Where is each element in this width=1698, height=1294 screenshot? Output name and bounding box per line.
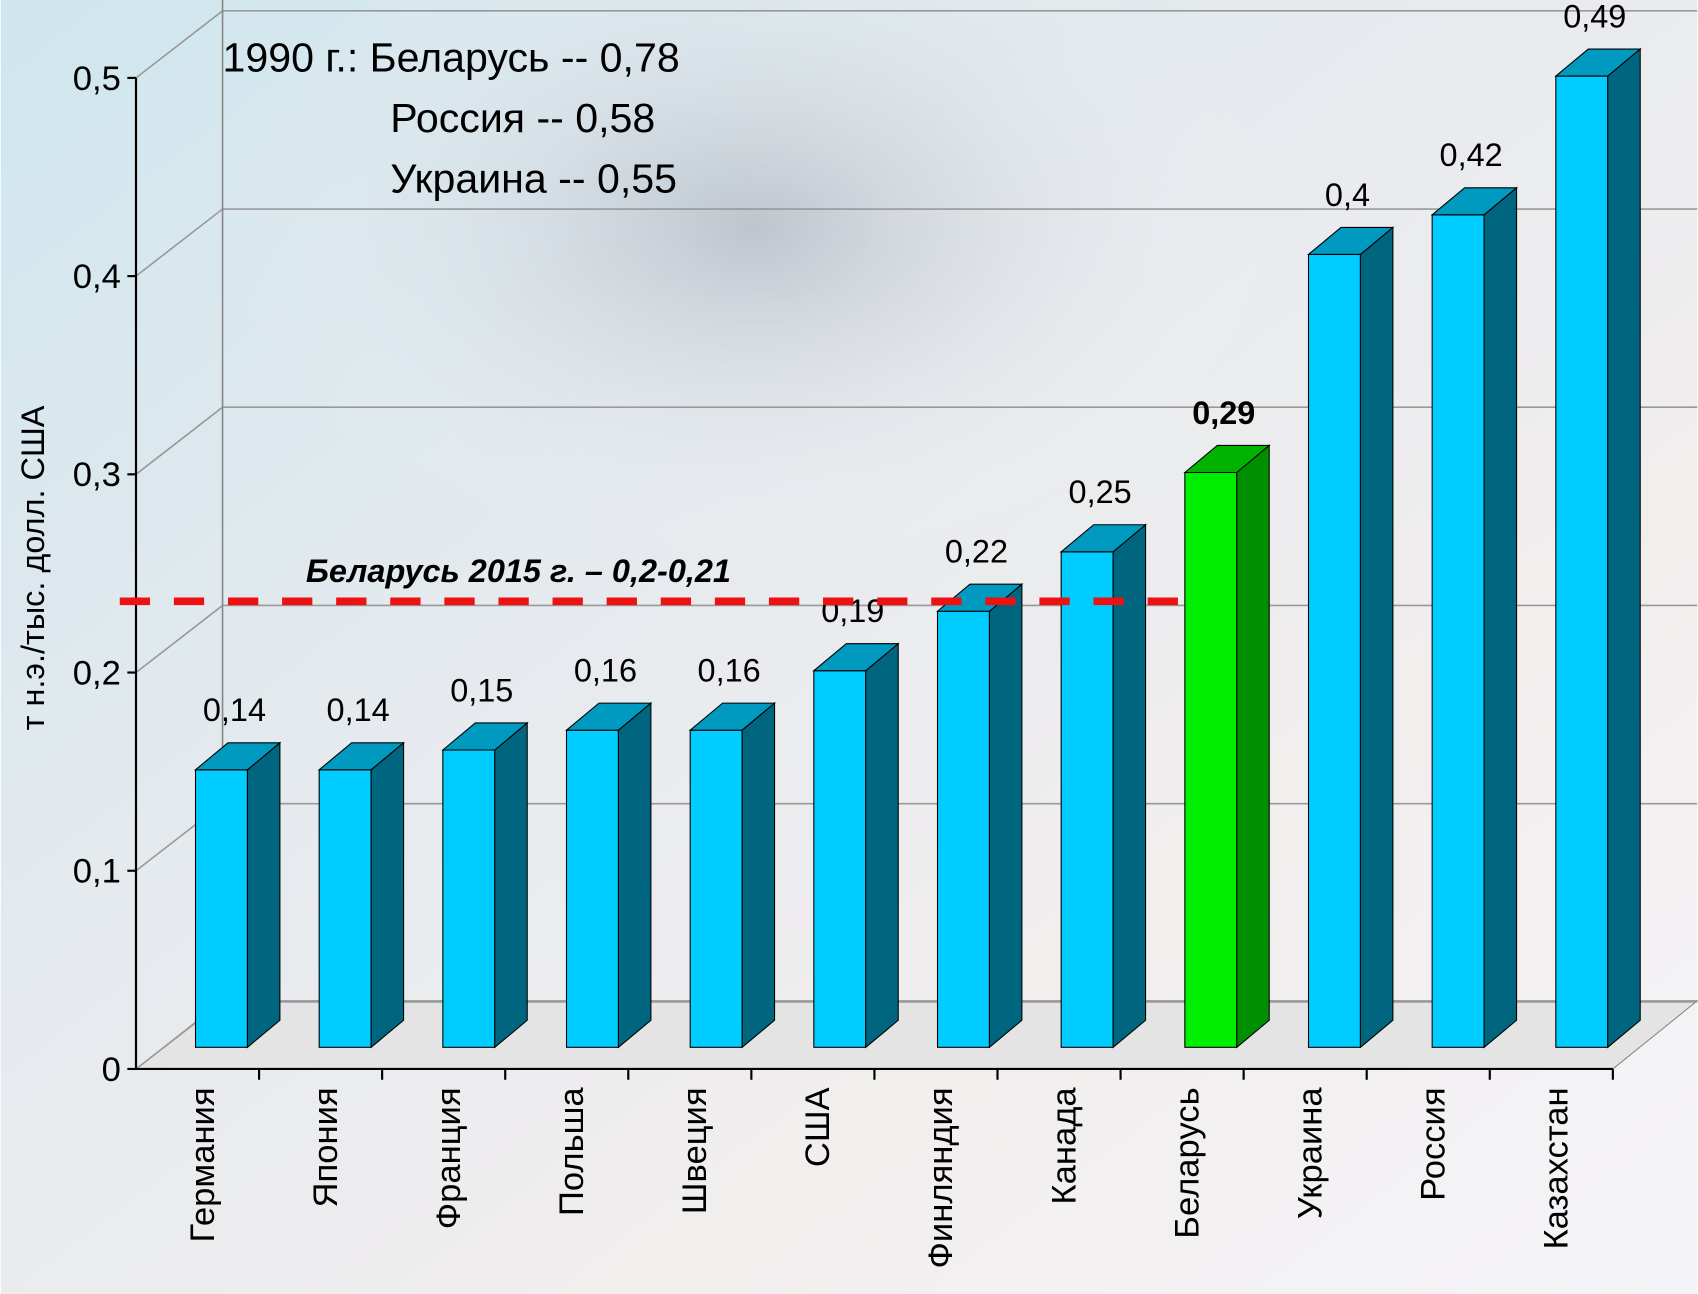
bar-side — [742, 703, 774, 1047]
bar-side — [989, 584, 1021, 1047]
reference-label: Беларусь 2015 г. – 0,2-0,21 — [306, 553, 731, 589]
x-tick-label: Украина — [1291, 1087, 1329, 1220]
value-label: 0,49 — [1563, 0, 1626, 34]
y-tick-label: 0,3 — [73, 456, 121, 494]
bar — [1185, 473, 1237, 1048]
value-label: 0,14 — [203, 692, 266, 728]
bar-side — [1360, 227, 1392, 1047]
bar — [1061, 552, 1113, 1048]
x-tick-label: Швеция — [676, 1087, 714, 1214]
bar-side — [371, 743, 403, 1048]
bar — [567, 730, 619, 1047]
value-label: 0,15 — [450, 672, 513, 708]
x-tick-label: США — [799, 1086, 837, 1167]
x-tick-label: Германия — [184, 1087, 222, 1242]
y-tick-label: 0,1 — [73, 853, 121, 891]
value-label: 0,25 — [1069, 474, 1132, 510]
annotation: Россия -- 0,58 — [390, 95, 655, 141]
value-label: 0,4 — [1325, 177, 1370, 213]
bar-side — [1484, 188, 1516, 1048]
bar — [1432, 215, 1484, 1047]
annotation: Украина -- 0,55 — [390, 156, 677, 202]
x-tick-label: Польша — [553, 1087, 591, 1216]
value-label: 0,16 — [574, 652, 637, 688]
bar — [1556, 76, 1608, 1047]
bar — [814, 671, 866, 1048]
bar-side — [1237, 445, 1269, 1047]
x-tick-label: Финляндия — [922, 1087, 960, 1268]
bar — [319, 770, 371, 1047]
bar — [196, 770, 248, 1047]
value-label: 0,14 — [327, 692, 390, 728]
y-tick-label: 0,2 — [73, 654, 121, 692]
chart: т н.э./тыс. долл. США 0 0,1 0,2 0,3 0,4 0,5 19… — [0, 0, 1698, 1294]
bar — [443, 750, 495, 1047]
value-label: 0,22 — [945, 534, 1008, 570]
bar-side — [866, 644, 898, 1048]
x-tick-label: Япония — [307, 1087, 345, 1207]
value-label: 0,29 — [1192, 395, 1255, 431]
x-tick-label: Франция — [430, 1087, 468, 1229]
bar-side — [1608, 49, 1640, 1047]
x-tick-label: Россия — [1414, 1087, 1452, 1201]
bar-side — [618, 703, 650, 1047]
annotation: 1990 г.: Беларусь -- 0,78 — [223, 34, 680, 80]
x-tick-label: Казахстан — [1538, 1087, 1576, 1249]
y-tick-label: 0,4 — [73, 258, 121, 296]
value-label: 0,42 — [1440, 137, 1503, 173]
y-axis-title: т н.э./тыс. долл. США — [15, 405, 51, 730]
bar — [690, 730, 742, 1047]
x-tick-label: Канада — [1045, 1087, 1083, 1205]
y-tick-label: 0 — [102, 1051, 121, 1089]
value-label: 0,16 — [698, 652, 761, 688]
bar — [938, 611, 990, 1047]
bar-side — [247, 743, 279, 1048]
x-tick-label: Беларусь — [1168, 1087, 1206, 1238]
bar — [1308, 254, 1360, 1047]
bar-side — [495, 723, 527, 1047]
y-tick-label: 0,5 — [73, 60, 121, 98]
